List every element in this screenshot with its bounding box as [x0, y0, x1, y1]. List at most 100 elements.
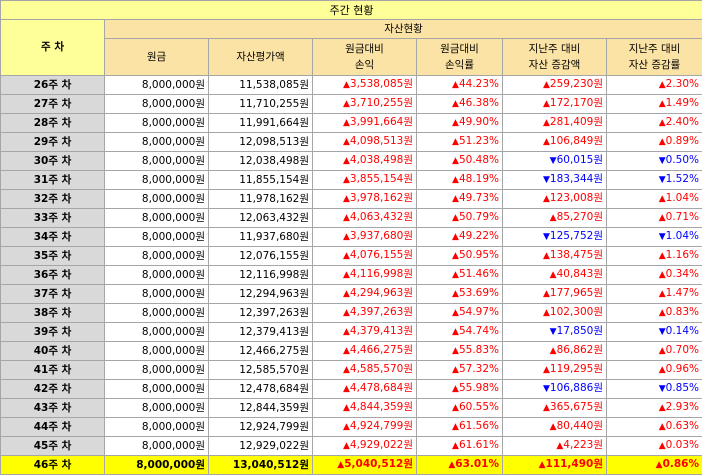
weekly-change-cell: ▼106,886원 — [503, 380, 607, 399]
triangle-up-icon: ▲ — [659, 289, 666, 299]
weekly-change-rate-cell: ▼1.52% — [607, 171, 702, 190]
asset-value-cell: 11,855,154원 — [209, 171, 313, 190]
pnl-cell: ▲4,076,155원 — [313, 247, 417, 266]
pnl-rate-cell: ▲50.48% — [417, 152, 503, 171]
weekly-change-cell: ▼17,850원 — [503, 323, 607, 342]
principal-cell: 8,000,000원 — [105, 323, 209, 342]
cell-value: 365,675원 — [550, 401, 603, 413]
triangle-up-icon: ▲ — [452, 213, 459, 223]
cell-value: 49.22% — [459, 230, 499, 242]
week-cell: 36주 차 — [1, 266, 105, 285]
cell-value: 281,409원 — [550, 116, 603, 128]
weekly-change-cell: ▲365,675원 — [503, 399, 607, 418]
pnl-cell: ▲3,710,255원 — [313, 95, 417, 114]
cell-value: 3,538,085원 — [350, 78, 413, 90]
cell-value: 177,965원 — [550, 287, 603, 299]
triangle-up-icon: ▲ — [452, 194, 459, 204]
cell-value: 1.16% — [666, 249, 699, 261]
cell-value: 4,223원 — [563, 439, 603, 451]
cell-value: 0.50% — [666, 154, 699, 166]
pnl-rate-cell: ▲49.73% — [417, 190, 503, 209]
pnl-cell: ▲5,040,512원 — [313, 456, 417, 475]
triangle-up-icon: ▲ — [659, 194, 666, 204]
principal-cell: 8,000,000원 — [105, 456, 209, 475]
triangle-up-icon: ▲ — [539, 460, 546, 470]
pnl-cell: ▲4,038,498원 — [313, 152, 417, 171]
weekly-change-rate-cell: ▲0.83% — [607, 304, 702, 323]
cell-value: 1.52% — [666, 173, 699, 185]
triangle-up-icon: ▲ — [452, 251, 459, 261]
triangle-up-icon: ▲ — [343, 441, 350, 451]
cell-value: 0.14% — [666, 325, 699, 337]
cell-value: 2.93% — [666, 401, 699, 413]
principal-cell: 8,000,000원 — [105, 190, 209, 209]
triangle-up-icon: ▲ — [550, 422, 557, 432]
triangle-up-icon: ▲ — [659, 403, 666, 413]
pnl-cell: ▲4,844,359원 — [313, 399, 417, 418]
triangle-up-icon: ▲ — [543, 289, 550, 299]
week-cell: 43주 차 — [1, 399, 105, 418]
weekly-change-cell: ▲138,475원 — [503, 247, 607, 266]
week-cell: 32주 차 — [1, 190, 105, 209]
cell-value: 0.89% — [666, 135, 699, 147]
triangle-up-icon: ▲ — [343, 270, 350, 280]
triangle-up-icon: ▲ — [452, 99, 459, 109]
pnl-cell: ▲4,466,275원 — [313, 342, 417, 361]
week-cell: 30주 차 — [1, 152, 105, 171]
asset-value-cell: 11,538,085원 — [209, 76, 313, 95]
cell-value: 3,991,664원 — [350, 116, 413, 128]
week-cell: 33주 차 — [1, 209, 105, 228]
weekly-change-rate-cell: ▲2.30% — [607, 76, 702, 95]
cell-value: 3,937,680원 — [350, 230, 413, 242]
column-header-line: 손익 — [316, 57, 413, 73]
cell-value: 51.46% — [459, 268, 499, 280]
triangle-down-icon: ▼ — [543, 175, 550, 185]
triangle-up-icon: ▲ — [452, 384, 459, 394]
week-cell: 34주 차 — [1, 228, 105, 247]
triangle-up-icon: ▲ — [543, 99, 550, 109]
triangle-up-icon: ▲ — [543, 365, 550, 375]
pnl-rate-cell: ▲57.32% — [417, 361, 503, 380]
cell-value: 0.71% — [666, 211, 699, 223]
weekly-change-rate-cell: ▲1.04% — [607, 190, 702, 209]
cell-value: 4,397,263원 — [350, 306, 413, 318]
cell-value: 0.03% — [666, 439, 699, 451]
cell-value: 54.97% — [459, 306, 499, 318]
triangle-down-icon: ▼ — [659, 327, 666, 337]
triangle-up-icon: ▲ — [659, 99, 666, 109]
triangle-up-icon: ▲ — [659, 213, 666, 223]
cell-value: 0.70% — [666, 344, 699, 356]
triangle-up-icon: ▲ — [343, 289, 350, 299]
triangle-up-icon: ▲ — [543, 403, 550, 413]
triangle-up-icon: ▲ — [452, 346, 459, 356]
cell-value: 50.48% — [459, 154, 499, 166]
cell-value: 48.19% — [459, 173, 499, 185]
weekly-change-rate-cell: ▼1.04% — [607, 228, 702, 247]
pnl-cell: ▲3,538,085원 — [313, 76, 417, 95]
cell-value: 55.98% — [459, 382, 499, 394]
week-cell: 29주 차 — [1, 133, 105, 152]
triangle-up-icon: ▲ — [343, 137, 350, 147]
cell-value: 4,585,570원 — [350, 363, 413, 375]
week-column-header: 주 차 — [1, 20, 105, 76]
pnl-rate-cell: ▲49.90% — [417, 114, 503, 133]
principal-cell: 8,000,000원 — [105, 114, 209, 133]
cell-value: 106,886원 — [550, 382, 603, 394]
cell-value: 4,929,022원 — [350, 439, 413, 451]
cell-value: 57.32% — [459, 363, 499, 375]
weekly-change-cell: ▲80,440원 — [503, 418, 607, 437]
cell-value: 5,040,512원 — [344, 458, 413, 470]
triangle-up-icon: ▲ — [343, 365, 350, 375]
triangle-up-icon: ▲ — [659, 118, 666, 128]
cell-value: 61.61% — [459, 439, 499, 451]
